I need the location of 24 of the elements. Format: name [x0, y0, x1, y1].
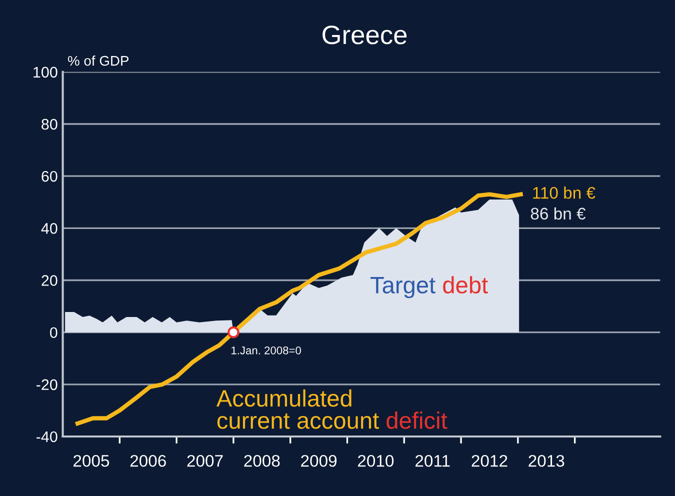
x-tick-label: 2007	[187, 454, 223, 467]
y-tick-label: -40	[36, 431, 58, 442]
x-tick-label: 2011	[415, 454, 450, 467]
x-tick-label: 2006	[130, 454, 166, 467]
x-tick-label: 2008	[244, 454, 280, 467]
y-tick-label: -20	[36, 379, 58, 390]
series-label: Accumulated current account deficit	[216, 389, 448, 429]
x-tick-label: 2013	[528, 454, 564, 467]
y-tick-label: 60	[42, 170, 58, 182]
y-tick-label: 0	[50, 327, 58, 338]
series-label: Target debt	[370, 276, 488, 298]
x-tick-label: 2005	[74, 454, 110, 467]
annotation: 86 bn €	[530, 207, 586, 220]
x-tick-label: 2012	[472, 454, 508, 467]
y-tick-label: 80	[42, 118, 58, 130]
y-tick-label: 100	[34, 66, 58, 78]
annotation: 1.Jan. 2008=0	[232, 346, 301, 354]
y-tick-label: 40	[41, 223, 58, 234]
chart-title: Greece	[322, 26, 407, 44]
x-tick-label: 2009	[301, 454, 337, 467]
y-tick-label: 20	[42, 275, 58, 286]
x-tick-label: 2010	[358, 454, 394, 467]
annotation: 110 bn €	[533, 186, 596, 199]
y-axis-title: % of GDP	[68, 56, 129, 66]
